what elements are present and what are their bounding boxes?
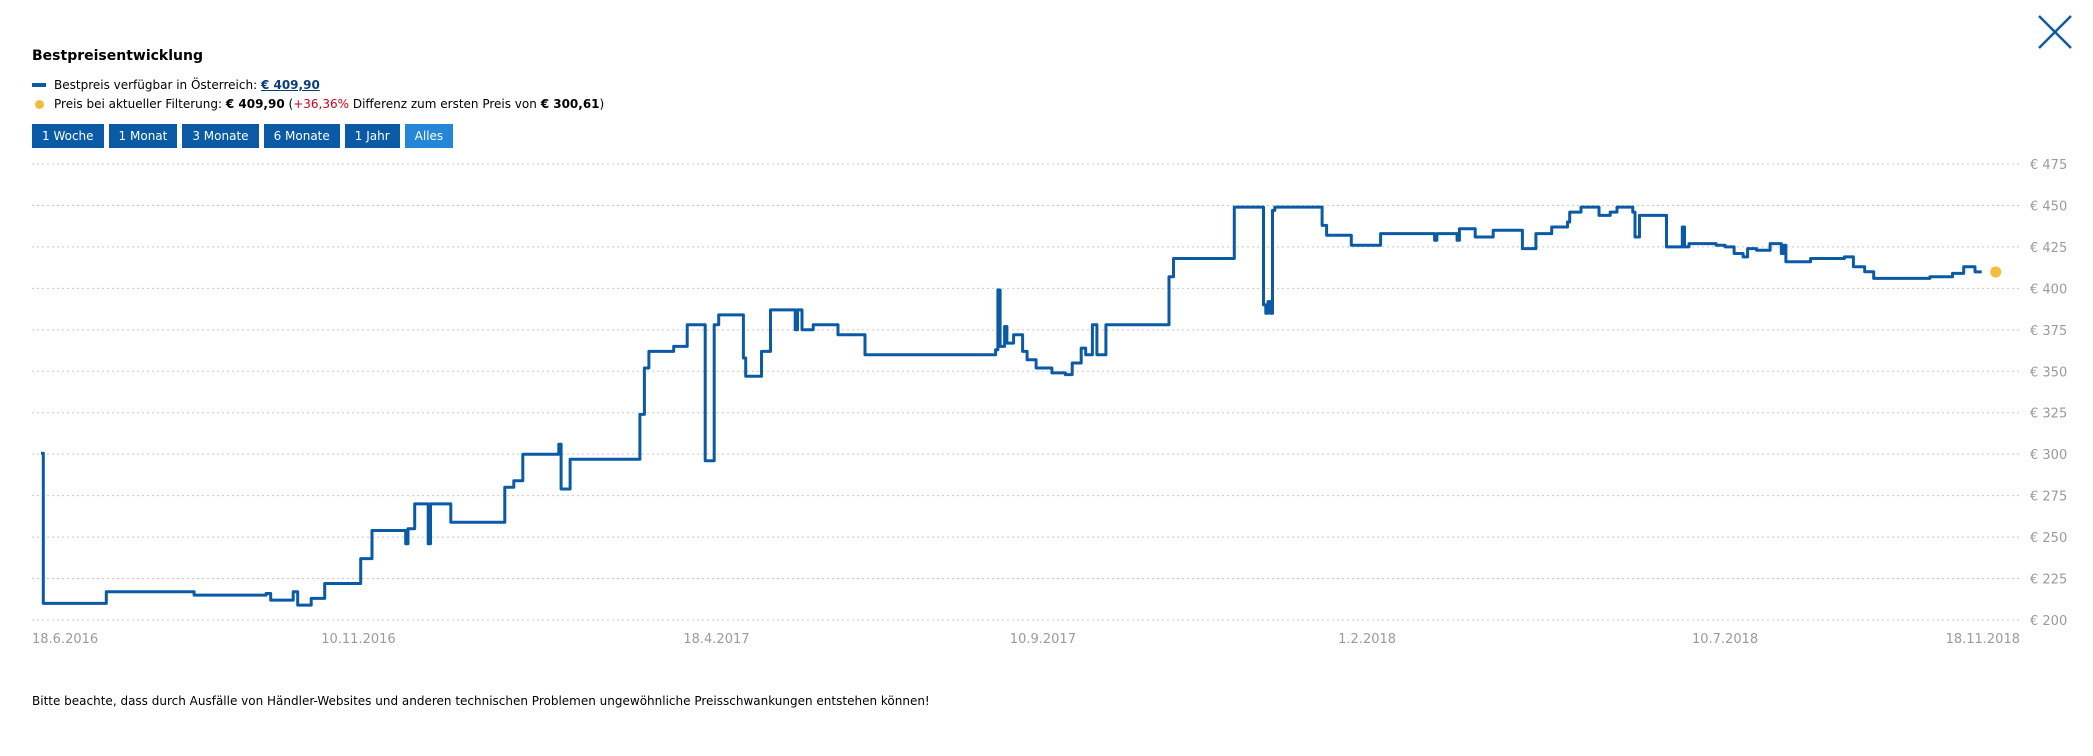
legend-dot-label: Preis bei aktueller Filterung: xyxy=(54,97,223,111)
x-tick-label: 10.9.2017 xyxy=(1010,632,1076,647)
price-series-line xyxy=(41,205,1982,607)
close-button[interactable] xyxy=(2035,12,2075,52)
legend-line-label: Bestpreis verfügbar in Österreich: xyxy=(54,78,258,92)
current-best-price-link[interactable]: € 409,90 xyxy=(260,78,320,92)
x-tick-label: 1.2.2018 xyxy=(1338,632,1396,647)
y-tick-label: € 325 xyxy=(2030,407,2067,422)
first-price: € 300,61 xyxy=(540,97,600,111)
range-button-3-months[interactable]: 3 Monate xyxy=(182,124,259,148)
x-tick-label: 18.11.2018 xyxy=(1946,632,2020,647)
y-tick-label: € 275 xyxy=(2030,490,2067,505)
grid-layer xyxy=(32,163,2020,621)
y-tick-label: € 400 xyxy=(2030,282,2067,297)
x-tick-label: 18.4.2017 xyxy=(683,632,749,647)
paren-close: ) xyxy=(599,97,605,111)
y-tick-label: € 350 xyxy=(2030,365,2067,380)
line-swatch-icon xyxy=(32,83,46,87)
range-button-1-month[interactable]: 1 Monat xyxy=(108,124,178,148)
y-tick-label: € 300 xyxy=(2030,448,2067,463)
dot-swatch-icon xyxy=(35,99,44,109)
filtered-price: € 409,90 xyxy=(225,97,285,111)
y-tick-label: € 450 xyxy=(2030,199,2067,214)
y-tick-label: € 225 xyxy=(2030,573,2067,588)
range-button-1-week[interactable]: 1 Woche xyxy=(32,124,104,148)
close-icon xyxy=(2038,15,2072,49)
range-button-all[interactable]: Alles xyxy=(404,124,454,148)
paren-open: ( xyxy=(288,97,294,111)
y-tick-label: € 375 xyxy=(2030,324,2067,339)
y-tick-label: € 200 xyxy=(2030,614,2067,629)
x-tick-label: 10.7.2018 xyxy=(1692,632,1758,647)
y-tick-label: € 475 xyxy=(2030,158,2067,173)
diff-percent: +36,36% xyxy=(293,97,350,111)
x-tick-label: 18.6.2016 xyxy=(32,632,98,647)
current-price-point[interactable] xyxy=(1990,266,2002,278)
series-layer xyxy=(41,205,2002,607)
diff-text: Differenz zum ersten Preis von xyxy=(352,97,537,111)
x-tick-label: 10.11.2016 xyxy=(321,632,395,647)
y-axis-ticks: € 475 € 450 € 425 € 400 € 375 € 350 € 325 € 300… xyxy=(2030,158,2067,629)
disclaimer-note: Bitte beachte, dass durch Ausfälle von H… xyxy=(32,694,930,708)
range-button-bar: 1 Woche 1 Monat 3 Monate 6 Monate 1 Jahr… xyxy=(32,124,454,148)
range-button-6-months[interactable]: 6 Monate xyxy=(263,124,340,148)
range-button-1-year[interactable]: 1 Jahr xyxy=(344,124,400,148)
legend-dot-entry: Preis bei aktueller Filterung: € 409,90 … xyxy=(32,97,604,111)
chart-title: Bestpreisentwicklung xyxy=(32,48,203,64)
y-tick-label: € 250 xyxy=(2030,531,2067,546)
legend-line-entry: Bestpreis verfügbar in Österreich: € 409… xyxy=(32,78,320,92)
y-tick-label: € 425 xyxy=(2030,241,2067,256)
x-axis-ticks: 18.6.2016 10.11.2016 18.4.2017 10.9.2017 1.2… xyxy=(32,632,2020,647)
